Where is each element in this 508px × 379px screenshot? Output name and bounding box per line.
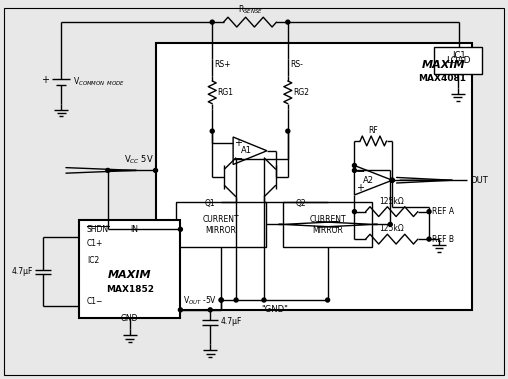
Text: 4.7μF: 4.7μF [220, 317, 242, 326]
Text: MAXIM: MAXIM [422, 60, 466, 70]
Bar [176, 202, 266, 247]
Circle shape [210, 129, 214, 133]
Text: "GND": "GND" [261, 305, 288, 314]
Text: V$_{CC}$ 5V: V$_{CC}$ 5V [124, 154, 153, 166]
Text: 125kΩ: 125kΩ [379, 197, 404, 206]
Text: Q1: Q1 [205, 199, 215, 208]
Bar [155, 43, 472, 310]
Circle shape [208, 308, 212, 312]
Circle shape [390, 178, 394, 182]
Text: SHDN: SHDN [87, 225, 109, 234]
Circle shape [219, 298, 223, 302]
Bar [434, 47, 482, 74]
Polygon shape [355, 166, 392, 195]
Text: RF: RF [368, 126, 378, 135]
Text: CURRENT: CURRENT [309, 215, 346, 224]
Text: MAX4081: MAX4081 [418, 74, 466, 83]
Text: RS-: RS- [290, 60, 303, 69]
Text: A2: A2 [363, 176, 374, 185]
Circle shape [210, 20, 214, 24]
Text: REF A: REF A [432, 207, 454, 216]
Text: GND: GND [121, 314, 139, 323]
Circle shape [353, 168, 357, 172]
Circle shape [219, 298, 223, 302]
Text: RG1: RG1 [217, 88, 233, 97]
Polygon shape [233, 137, 267, 164]
Circle shape [286, 129, 290, 133]
Circle shape [153, 168, 157, 172]
Text: V$_{COMMON}$ $_{MODE}$: V$_{COMMON}$ $_{MODE}$ [73, 76, 124, 88]
Text: CURRENT: CURRENT [203, 215, 239, 224]
Circle shape [326, 298, 330, 302]
Circle shape [427, 237, 431, 241]
Text: IC2: IC2 [87, 256, 99, 265]
Circle shape [178, 308, 182, 312]
Text: MAXIM: MAXIM [108, 271, 151, 280]
Circle shape [353, 163, 357, 168]
Text: IC1: IC1 [452, 50, 466, 60]
Text: +: + [234, 138, 242, 148]
Circle shape [390, 178, 394, 182]
Text: C1−: C1− [87, 296, 103, 305]
Text: REF B: REF B [432, 235, 454, 244]
Text: R$_{SENSE}$: R$_{SENSE}$ [238, 4, 263, 16]
Circle shape [262, 298, 266, 302]
Bar [79, 219, 180, 318]
Circle shape [353, 210, 357, 214]
Text: IN: IN [131, 225, 139, 234]
Text: MIRROR: MIRROR [312, 226, 343, 235]
Circle shape [388, 222, 392, 226]
Bar [283, 202, 372, 247]
Text: 4.7μF: 4.7μF [12, 267, 33, 276]
Text: RG2: RG2 [293, 88, 309, 97]
Circle shape [286, 20, 290, 24]
Text: OUT: OUT [471, 176, 489, 185]
Text: +: + [357, 183, 364, 193]
Circle shape [427, 210, 431, 214]
Text: Q2: Q2 [296, 199, 306, 208]
Text: LOAD: LOAD [446, 56, 470, 65]
Circle shape [106, 168, 110, 172]
Circle shape [234, 298, 238, 302]
Text: C1+: C1+ [87, 238, 103, 247]
Text: −: − [233, 153, 243, 164]
Text: MIRROR: MIRROR [206, 226, 237, 235]
Text: −: − [356, 168, 365, 177]
Text: V$_{OUT}$ -5V: V$_{OUT}$ -5V [183, 294, 217, 307]
Text: RS+: RS+ [214, 60, 231, 69]
Text: MAX1852: MAX1852 [106, 285, 154, 294]
Circle shape [178, 227, 182, 231]
Text: 125kΩ: 125kΩ [379, 224, 404, 233]
Text: +: + [41, 75, 49, 85]
Text: A1: A1 [241, 146, 251, 155]
